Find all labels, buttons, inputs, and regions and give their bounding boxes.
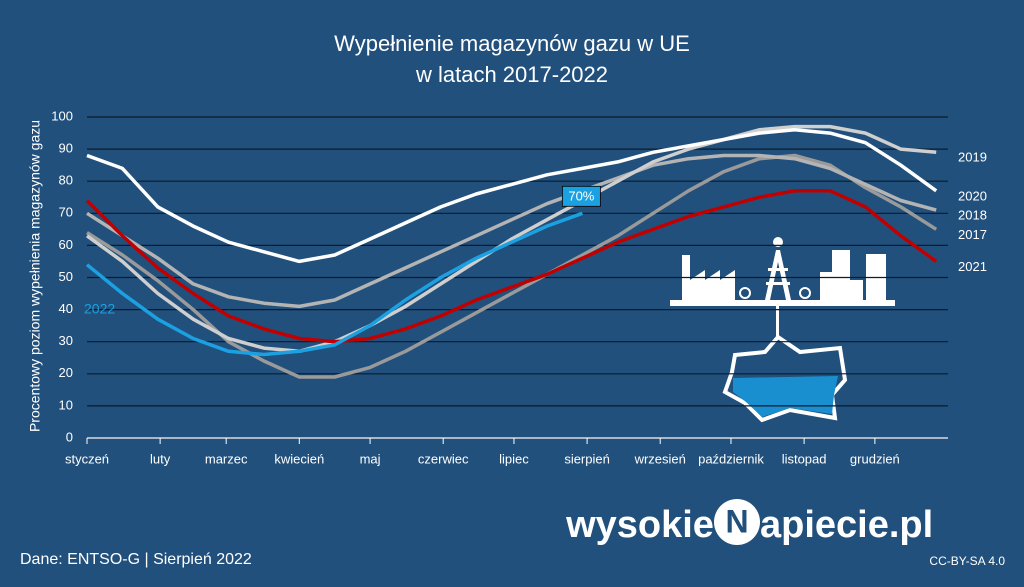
x-tick-label: wrzesień bbox=[634, 451, 686, 466]
series-line bbox=[85, 211, 583, 357]
y-tick-label: 30 bbox=[59, 333, 73, 348]
chart-title: Wypełnienie magazynów gazu w UE bbox=[334, 31, 690, 56]
series-label: 2018 bbox=[958, 208, 987, 223]
logo-text: wysokie bbox=[565, 504, 714, 546]
x-tick-label: styczeń bbox=[65, 451, 109, 466]
source-note: Dane: ENTSO-G | Sierpień 2022 bbox=[20, 551, 252, 568]
y-tick-label: 40 bbox=[59, 301, 73, 316]
series-label: 2022 bbox=[84, 300, 115, 316]
logo-mark-circle bbox=[714, 499, 760, 545]
x-tick-label: grudzień bbox=[850, 451, 900, 466]
series-line bbox=[85, 189, 938, 344]
license: CC-BY-SA 4.0 bbox=[929, 554, 1005, 568]
x-tick-label: listopad bbox=[782, 451, 827, 466]
y-tick-label: 60 bbox=[59, 237, 73, 252]
x-tick-label: lipiec bbox=[499, 451, 529, 466]
x-tick-label: czerwiec bbox=[418, 451, 469, 466]
value-label: 70% bbox=[568, 189, 594, 204]
x-tick-label: marzec bbox=[205, 451, 248, 466]
series-label: 2021 bbox=[958, 259, 987, 274]
logo-text: apiecie.pl bbox=[760, 504, 933, 546]
x-tick-label: luty bbox=[150, 451, 171, 466]
y-tick-label: 100 bbox=[51, 108, 73, 123]
logo-mark: N bbox=[725, 503, 748, 539]
y-tick-label: 10 bbox=[59, 397, 73, 412]
x-tick-label: październik bbox=[698, 451, 764, 466]
y-tick-label: 50 bbox=[59, 269, 73, 284]
y-tick-label: 90 bbox=[59, 141, 73, 156]
value-label-box bbox=[561, 185, 601, 207]
chart-title: w latach 2017-2022 bbox=[415, 62, 608, 87]
series-label: 2019 bbox=[958, 150, 987, 165]
infrastructure-icon bbox=[670, 237, 895, 423]
series-label: 2017 bbox=[958, 227, 987, 242]
y-tick-label: 20 bbox=[59, 365, 73, 380]
series-line bbox=[86, 153, 938, 379]
series-line bbox=[85, 124, 937, 354]
x-tick-label: kwiecień bbox=[274, 451, 324, 466]
series-label: 2020 bbox=[958, 188, 987, 203]
x-tick-label: sierpień bbox=[564, 451, 610, 466]
y-tick-label: 0 bbox=[66, 429, 73, 444]
y-axis-label: Procentowy poziom wypełnienia magazynów … bbox=[27, 120, 43, 432]
x-tick-label: maj bbox=[360, 451, 381, 466]
y-tick-label: 70 bbox=[59, 205, 73, 220]
series-line bbox=[86, 153, 937, 309]
y-tick-label: 80 bbox=[59, 173, 73, 188]
series-line bbox=[86, 128, 938, 264]
